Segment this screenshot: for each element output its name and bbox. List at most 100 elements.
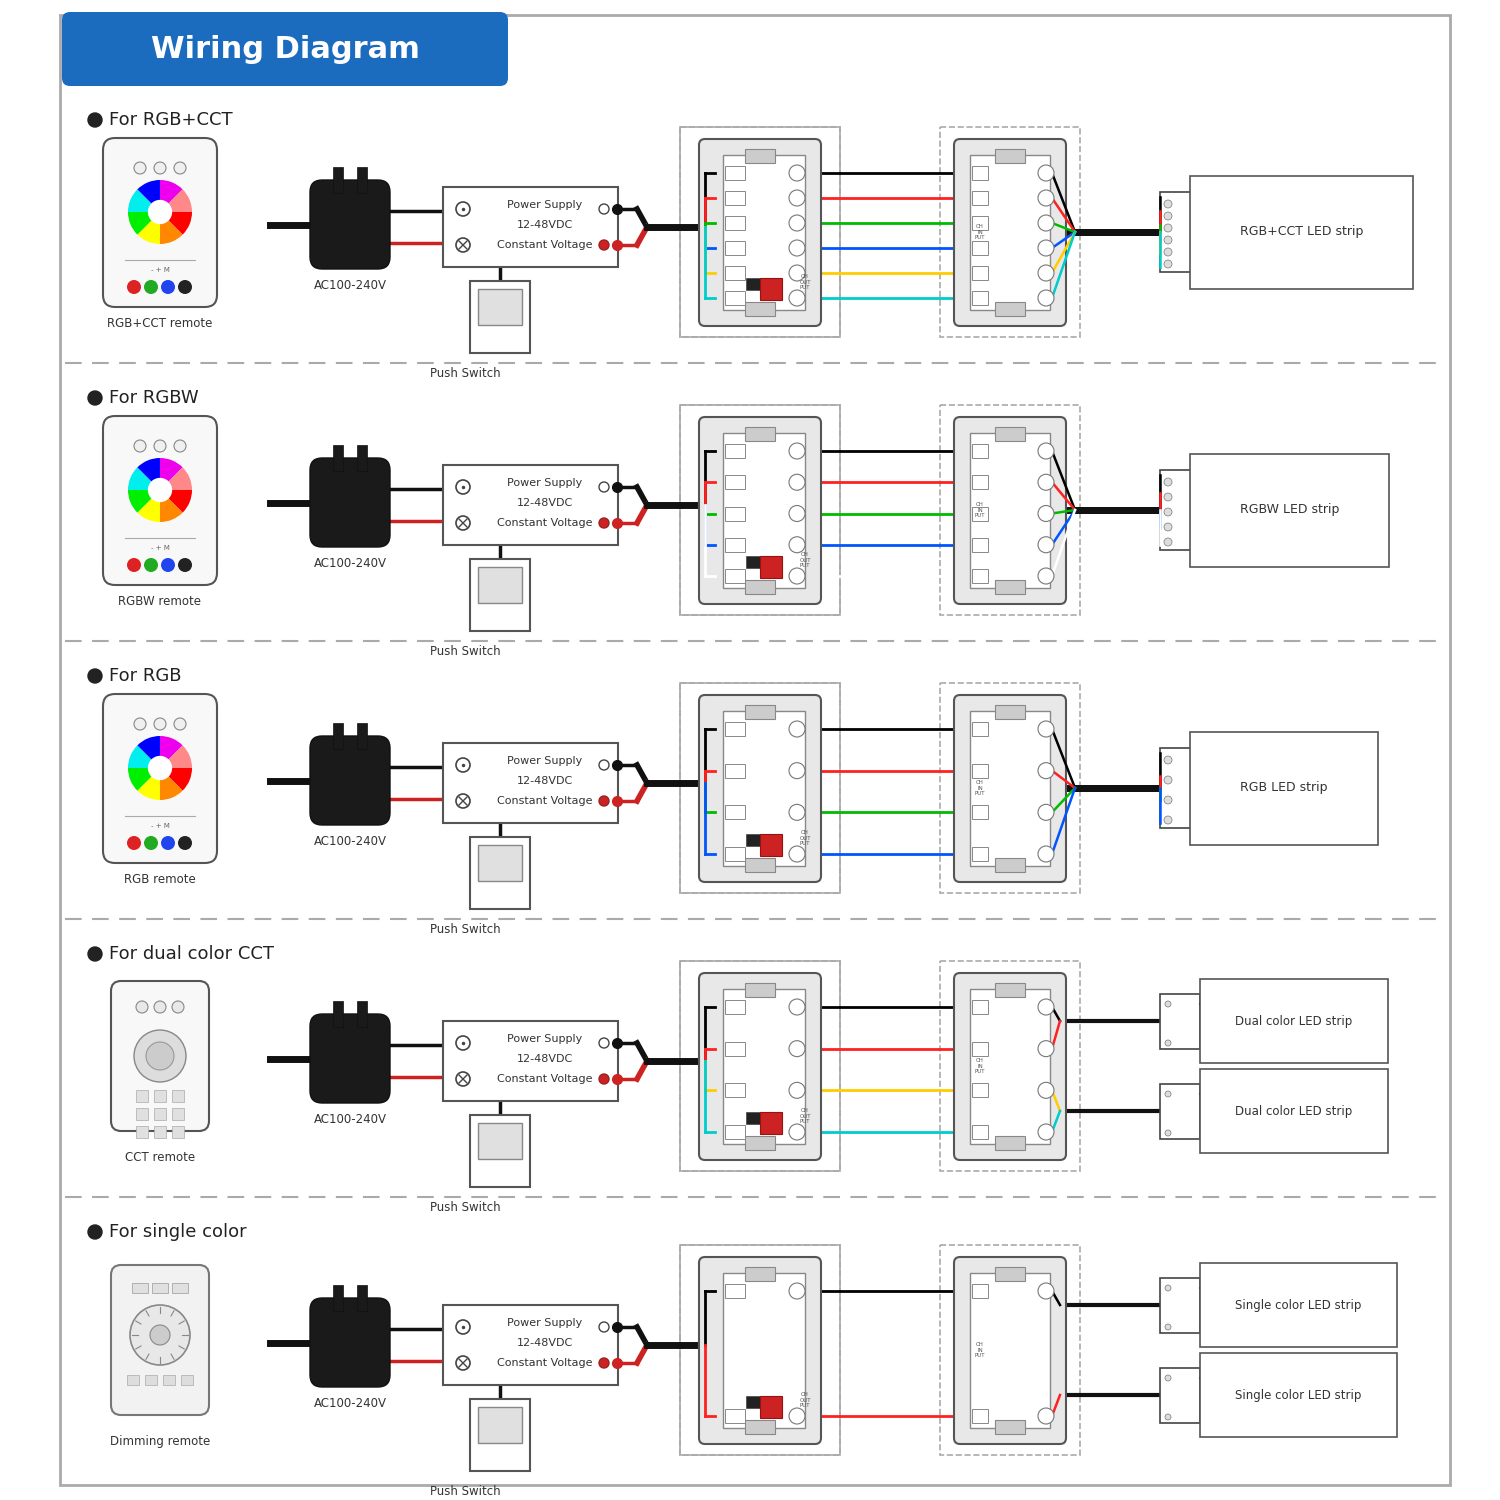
Bar: [972, 806, 988, 819]
Text: CH
OUT
PUT: CH OUT PUT: [800, 552, 810, 568]
Bar: [972, 242, 988, 255]
Wedge shape: [138, 458, 160, 490]
Bar: [333, 446, 344, 471]
Wedge shape: [160, 768, 192, 790]
FancyBboxPatch shape: [62, 12, 509, 86]
Text: CCT remote: CCT remote: [124, 1150, 195, 1164]
Circle shape: [456, 1356, 470, 1370]
Text: CH
IN
PUT: CH IN PUT: [975, 1341, 986, 1359]
Bar: [724, 216, 746, 229]
Text: Push Switch: Push Switch: [429, 922, 501, 936]
Bar: [132, 1282, 148, 1293]
FancyBboxPatch shape: [954, 974, 1066, 1160]
Text: - + M: - + M: [150, 824, 170, 830]
Bar: [723, 154, 806, 310]
Bar: [680, 682, 840, 892]
Wedge shape: [138, 211, 160, 244]
Circle shape: [148, 756, 172, 780]
FancyBboxPatch shape: [310, 1014, 390, 1102]
Bar: [172, 1126, 184, 1138]
Bar: [746, 1396, 760, 1408]
Circle shape: [134, 162, 146, 174]
Bar: [972, 1284, 988, 1298]
Text: For dual color CCT: For dual color CCT: [110, 945, 274, 963]
Circle shape: [789, 190, 806, 206]
Bar: [357, 1286, 368, 1311]
Circle shape: [1164, 524, 1172, 531]
Circle shape: [1038, 1124, 1054, 1140]
Bar: [760, 834, 782, 856]
Text: AC100-240V: AC100-240V: [314, 1396, 387, 1410]
Bar: [357, 166, 368, 194]
Bar: [972, 847, 988, 861]
Bar: [994, 302, 1024, 316]
Text: Constant Voltage: Constant Voltage: [496, 240, 592, 250]
Circle shape: [456, 1072, 470, 1086]
Bar: [478, 290, 522, 326]
Bar: [972, 166, 988, 180]
Bar: [994, 705, 1024, 718]
Bar: [172, 1282, 188, 1293]
Circle shape: [1038, 1083, 1054, 1098]
Bar: [723, 433, 806, 588]
Bar: [680, 1245, 840, 1455]
Bar: [724, 476, 746, 489]
Bar: [470, 837, 530, 909]
Circle shape: [598, 1358, 609, 1368]
Bar: [136, 1126, 148, 1138]
Circle shape: [1038, 506, 1054, 522]
Wedge shape: [138, 490, 160, 522]
Bar: [442, 465, 618, 544]
Circle shape: [456, 202, 470, 216]
Text: Dimming remote: Dimming remote: [110, 1436, 210, 1448]
FancyBboxPatch shape: [310, 1298, 390, 1388]
Bar: [972, 216, 988, 229]
Bar: [746, 148, 776, 164]
Bar: [724, 722, 746, 736]
Circle shape: [178, 558, 192, 572]
Bar: [680, 962, 840, 1172]
Text: For RGBW: For RGBW: [110, 388, 198, 406]
FancyBboxPatch shape: [111, 981, 209, 1131]
Circle shape: [456, 480, 470, 494]
Text: AC100-240V: AC100-240V: [314, 279, 387, 292]
Circle shape: [160, 558, 176, 572]
Circle shape: [154, 162, 166, 174]
Bar: [724, 507, 746, 520]
Bar: [994, 858, 1024, 871]
Circle shape: [598, 1074, 609, 1084]
Bar: [746, 556, 760, 568]
Bar: [994, 1136, 1024, 1150]
Text: CH
OUT
PUT: CH OUT PUT: [800, 830, 810, 846]
Bar: [746, 427, 776, 441]
Circle shape: [1038, 442, 1054, 459]
Bar: [442, 1305, 618, 1384]
Wedge shape: [160, 736, 183, 768]
Wedge shape: [128, 768, 160, 790]
Circle shape: [1164, 478, 1172, 486]
Bar: [333, 1000, 344, 1028]
Circle shape: [1166, 1130, 1172, 1136]
Circle shape: [160, 836, 176, 850]
Text: RGB LED strip: RGB LED strip: [1240, 782, 1328, 795]
Circle shape: [789, 804, 806, 820]
Bar: [478, 1407, 522, 1443]
Text: Power Supply: Power Supply: [507, 756, 582, 766]
Circle shape: [1038, 1041, 1054, 1056]
Bar: [357, 723, 368, 748]
Circle shape: [134, 440, 146, 452]
Circle shape: [1164, 248, 1172, 256]
Bar: [724, 1408, 746, 1424]
Bar: [970, 433, 1050, 588]
FancyBboxPatch shape: [954, 417, 1066, 604]
Circle shape: [456, 238, 470, 252]
Bar: [146, 1376, 158, 1384]
Bar: [1160, 470, 1200, 550]
Circle shape: [789, 1282, 806, 1299]
Bar: [724, 568, 746, 584]
Circle shape: [789, 165, 806, 182]
Wedge shape: [138, 180, 160, 212]
Bar: [172, 1108, 184, 1120]
Bar: [746, 705, 776, 718]
Wedge shape: [160, 768, 183, 800]
